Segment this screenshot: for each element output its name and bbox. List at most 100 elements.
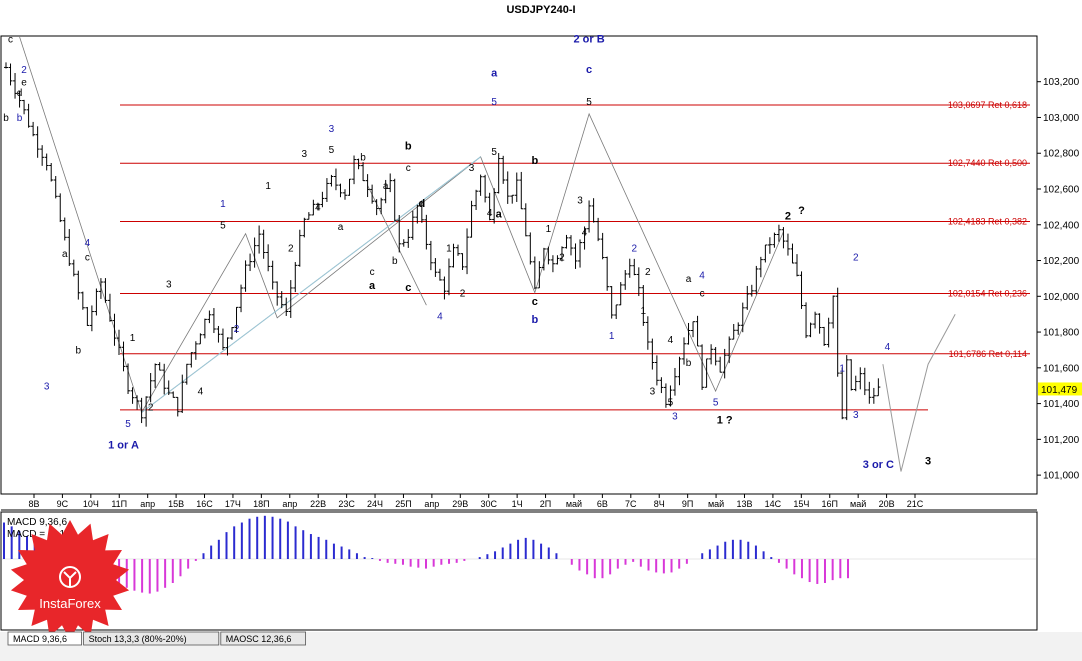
- wave-label: b: [3, 113, 9, 124]
- wave-label: 2: [288, 244, 294, 255]
- wave-label: a: [496, 209, 503, 221]
- current-price-label: 101,479: [1041, 385, 1078, 396]
- time-axis-label: май: [708, 499, 724, 509]
- wave-label: 4: [437, 312, 443, 323]
- wave-label: 3: [329, 124, 335, 135]
- wave-label: d: [17, 88, 23, 99]
- price-axis-label: 103,200: [1043, 77, 1080, 88]
- wave-label: b: [686, 358, 692, 369]
- tab-1[interactable]: Stoch 13,3,3 (80%-20%): [83, 631, 220, 646]
- wave-label: 3: [577, 195, 583, 206]
- wave-label: 1: [641, 306, 647, 317]
- candlesticks: [4, 62, 881, 427]
- wave-label: 1: [546, 224, 552, 235]
- wave-label: 3: [44, 381, 50, 392]
- wave-label: 5: [491, 147, 497, 158]
- time-axis-label: апр: [282, 499, 297, 509]
- wave-label: 2: [645, 267, 651, 278]
- time-axis-label: 8В: [28, 499, 39, 509]
- wave-label: c: [405, 282, 411, 294]
- wave-label: 1 ?: [717, 414, 733, 426]
- wave-label: a: [491, 67, 498, 79]
- wave-label: b: [531, 155, 538, 167]
- wave-label: 4: [487, 208, 493, 219]
- wave-label: 3: [650, 387, 656, 398]
- wave-label: 4: [85, 238, 91, 249]
- tab-label[interactable]: MACD 9,36,6: [13, 634, 67, 644]
- time-axis-label: 14С: [765, 499, 782, 509]
- price-axis-label: 101,600: [1043, 363, 1080, 374]
- wave-label: 2: [631, 244, 637, 255]
- time-axis-label: 7С: [625, 499, 637, 509]
- tab-label[interactable]: MAOSC 12,36,6: [226, 634, 292, 644]
- tab-background[interactable]: [220, 631, 307, 646]
- tab-2[interactable]: MAOSC 12,36,6: [220, 631, 307, 646]
- time-axis-label: апр: [424, 499, 439, 509]
- wave-label: 5: [668, 397, 674, 408]
- wave-label: a: [369, 280, 376, 292]
- wave-label: b: [76, 346, 82, 357]
- time-axis: 8В 9С 10Ч 11П апр 15В 16С 17Ч 18П апр 22В 23С 24Ч 25П…: [28, 494, 924, 509]
- wave-label: 2: [785, 210, 791, 222]
- tab-background[interactable]: [7, 631, 82, 646]
- logo-emblem-icon: [59, 566, 81, 588]
- wave-label: 3 or C: [863, 459, 894, 471]
- wave-label: 3: [925, 455, 931, 467]
- wave-label: c: [370, 267, 375, 278]
- wave-label: 2: [234, 324, 240, 335]
- macd-name-label: MACD 9,36,6: [7, 517, 67, 528]
- wave-label: 2: [559, 253, 565, 264]
- wave-label: 5: [491, 97, 497, 108]
- wave-label: b: [360, 152, 366, 163]
- wave-label: 4: [885, 342, 891, 353]
- time-axis-label: 11П: [111, 499, 127, 509]
- wave-label: 1: [609, 331, 615, 342]
- wave-label: e: [21, 77, 27, 88]
- wave-label: c: [586, 64, 592, 76]
- wave-label: a: [62, 249, 68, 260]
- tab-label[interactable]: Stoch 13,3,3 (80%-20%): [89, 634, 187, 644]
- wave-label: 4: [699, 270, 705, 281]
- time-axis-label: 9С: [57, 499, 69, 509]
- wave-label: 2: [21, 65, 27, 76]
- chart-title: USDJPY240-I: [506, 4, 575, 16]
- wave-label: 1: [130, 333, 136, 344]
- time-axis-label: 29В: [452, 499, 468, 509]
- instaforex-logo: InstaForex: [10, 520, 130, 640]
- wave-label: 2: [460, 288, 466, 299]
- wave-label: 5: [713, 397, 719, 408]
- current-price-marker: 101,479: [1038, 382, 1082, 396]
- current-price-box: [1038, 382, 1082, 396]
- time-axis-label: 16С: [196, 499, 213, 509]
- logo-text: InstaForex: [39, 596, 101, 611]
- time-axis-label: апр: [140, 499, 155, 509]
- trend-lines: [19, 36, 784, 414]
- time-axis-label: 15Ч: [793, 499, 809, 509]
- time-axis-label: 18П: [253, 499, 269, 509]
- wave-label: c: [532, 296, 538, 308]
- price-axis-label: 102,200: [1043, 256, 1080, 267]
- time-axis-label: май: [566, 499, 582, 509]
- wave-label: 5: [220, 220, 226, 231]
- wave-label: 3: [302, 149, 308, 160]
- time-axis-label: 10Ч: [83, 499, 99, 509]
- price-axis-label: 102,400: [1043, 220, 1080, 231]
- tab-background[interactable]: [83, 631, 220, 646]
- price-axis-label: 101,000: [1043, 471, 1080, 482]
- wave-label: d: [418, 198, 425, 210]
- wave-label: 5: [329, 145, 335, 156]
- wave-label: 1: [220, 199, 226, 210]
- tab-0[interactable]: MACD 9,36,6: [7, 631, 82, 646]
- wave-label: 5: [586, 97, 592, 108]
- time-axis-label: 17Ч: [225, 499, 241, 509]
- time-axis-label: 25П: [395, 499, 411, 509]
- time-axis-label: 30С: [480, 499, 497, 509]
- wave-label: 1 or A: [108, 439, 139, 451]
- price-axis-label: 102,800: [1043, 149, 1080, 160]
- wave-label: a: [686, 274, 692, 285]
- time-axis-label: 1Ч: [512, 499, 523, 509]
- time-axis-label: 16П: [821, 499, 837, 509]
- wave-label: 1: [446, 244, 452, 255]
- time-axis-label: 9П: [682, 499, 693, 509]
